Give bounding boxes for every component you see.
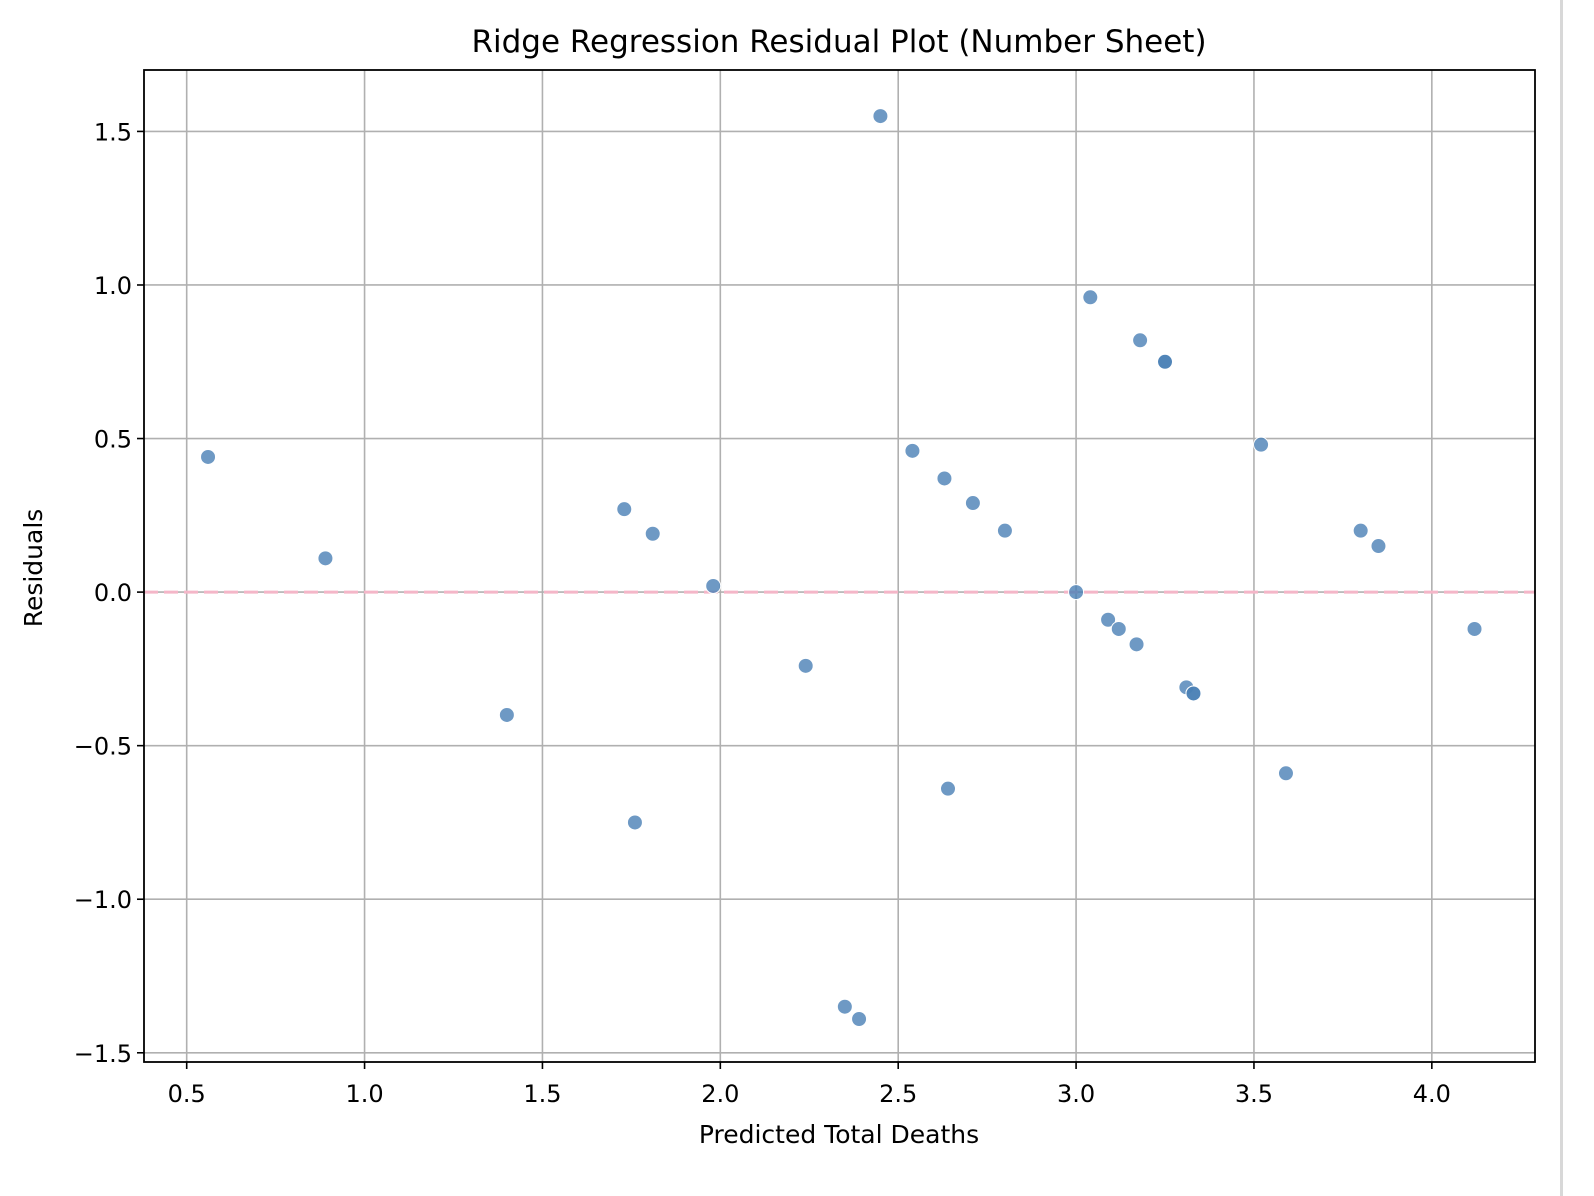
data-point bbox=[644, 525, 661, 542]
data-point bbox=[872, 108, 889, 125]
data-point bbox=[1370, 538, 1387, 555]
points-layer bbox=[200, 108, 1483, 1028]
data-point bbox=[1157, 353, 1174, 370]
data-point bbox=[1110, 620, 1127, 637]
y-tick-label: 1.0 bbox=[94, 272, 132, 300]
data-point bbox=[1100, 611, 1117, 628]
data-point bbox=[317, 550, 334, 567]
x-axis-ticks: 0.5 1.0 1.5 2.0 2.5 3.0 3.5 4.0 bbox=[168, 1062, 1451, 1108]
data-point bbox=[1068, 584, 1085, 601]
data-point bbox=[936, 470, 953, 487]
x-tick-label: 3.5 bbox=[1235, 1080, 1273, 1108]
chart-title: Ridge Regression Residual Plot (Number S… bbox=[471, 24, 1206, 60]
data-point bbox=[940, 780, 957, 797]
adjacent-window-edge bbox=[1560, 0, 1594, 1196]
x-tick-label: 1.0 bbox=[345, 1080, 383, 1108]
data-point bbox=[1132, 332, 1149, 349]
y-tick-label: 0.5 bbox=[94, 426, 132, 454]
plot-frame bbox=[143, 69, 1536, 1063]
data-point bbox=[1277, 765, 1294, 782]
data-point bbox=[1352, 522, 1369, 539]
y-tick-label: −1.5 bbox=[74, 1040, 132, 1068]
data-point bbox=[705, 577, 722, 594]
y-tick-label: 0.0 bbox=[94, 579, 132, 607]
y-tick-label: 1.5 bbox=[94, 118, 132, 146]
x-tick-label: 2.5 bbox=[879, 1080, 917, 1108]
y-tick-label: −0.5 bbox=[74, 733, 132, 761]
data-point bbox=[1253, 436, 1270, 453]
x-tick-label: 3.0 bbox=[1057, 1080, 1095, 1108]
data-point bbox=[1185, 685, 1202, 702]
data-point bbox=[1128, 636, 1145, 653]
data-point bbox=[626, 814, 643, 831]
x-axis-label: Predicted Total Deaths bbox=[699, 1120, 979, 1149]
data-point bbox=[498, 706, 515, 723]
chart-background bbox=[0, 0, 1560, 1196]
data-point bbox=[1466, 620, 1483, 637]
data-point bbox=[964, 495, 981, 512]
data-point bbox=[851, 1011, 868, 1028]
y-axis-label: Residuals bbox=[19, 509, 48, 628]
data-point bbox=[1082, 289, 1099, 306]
x-tick-label: 2.0 bbox=[701, 1080, 739, 1108]
data-point bbox=[836, 998, 853, 1015]
x-tick-label: 4.0 bbox=[1413, 1080, 1451, 1108]
x-tick-label: 1.5 bbox=[523, 1080, 561, 1108]
data-point bbox=[904, 442, 921, 459]
y-tick-label: −1.0 bbox=[74, 886, 132, 914]
x-tick-label: 0.5 bbox=[168, 1080, 206, 1108]
data-point bbox=[797, 657, 814, 674]
data-point bbox=[996, 522, 1013, 539]
y-axis-ticks: −1.5 −1.0 −0.5 0.0 0.5 1.0 1.5 bbox=[74, 118, 144, 1068]
residual-scatter-chart: 0.5 1.0 1.5 2.0 2.5 3.0 3.5 4.0 −1.5 −1.0 −0.5 0.0… bbox=[0, 0, 1560, 1196]
data-point bbox=[200, 448, 217, 465]
data-point bbox=[616, 501, 633, 518]
